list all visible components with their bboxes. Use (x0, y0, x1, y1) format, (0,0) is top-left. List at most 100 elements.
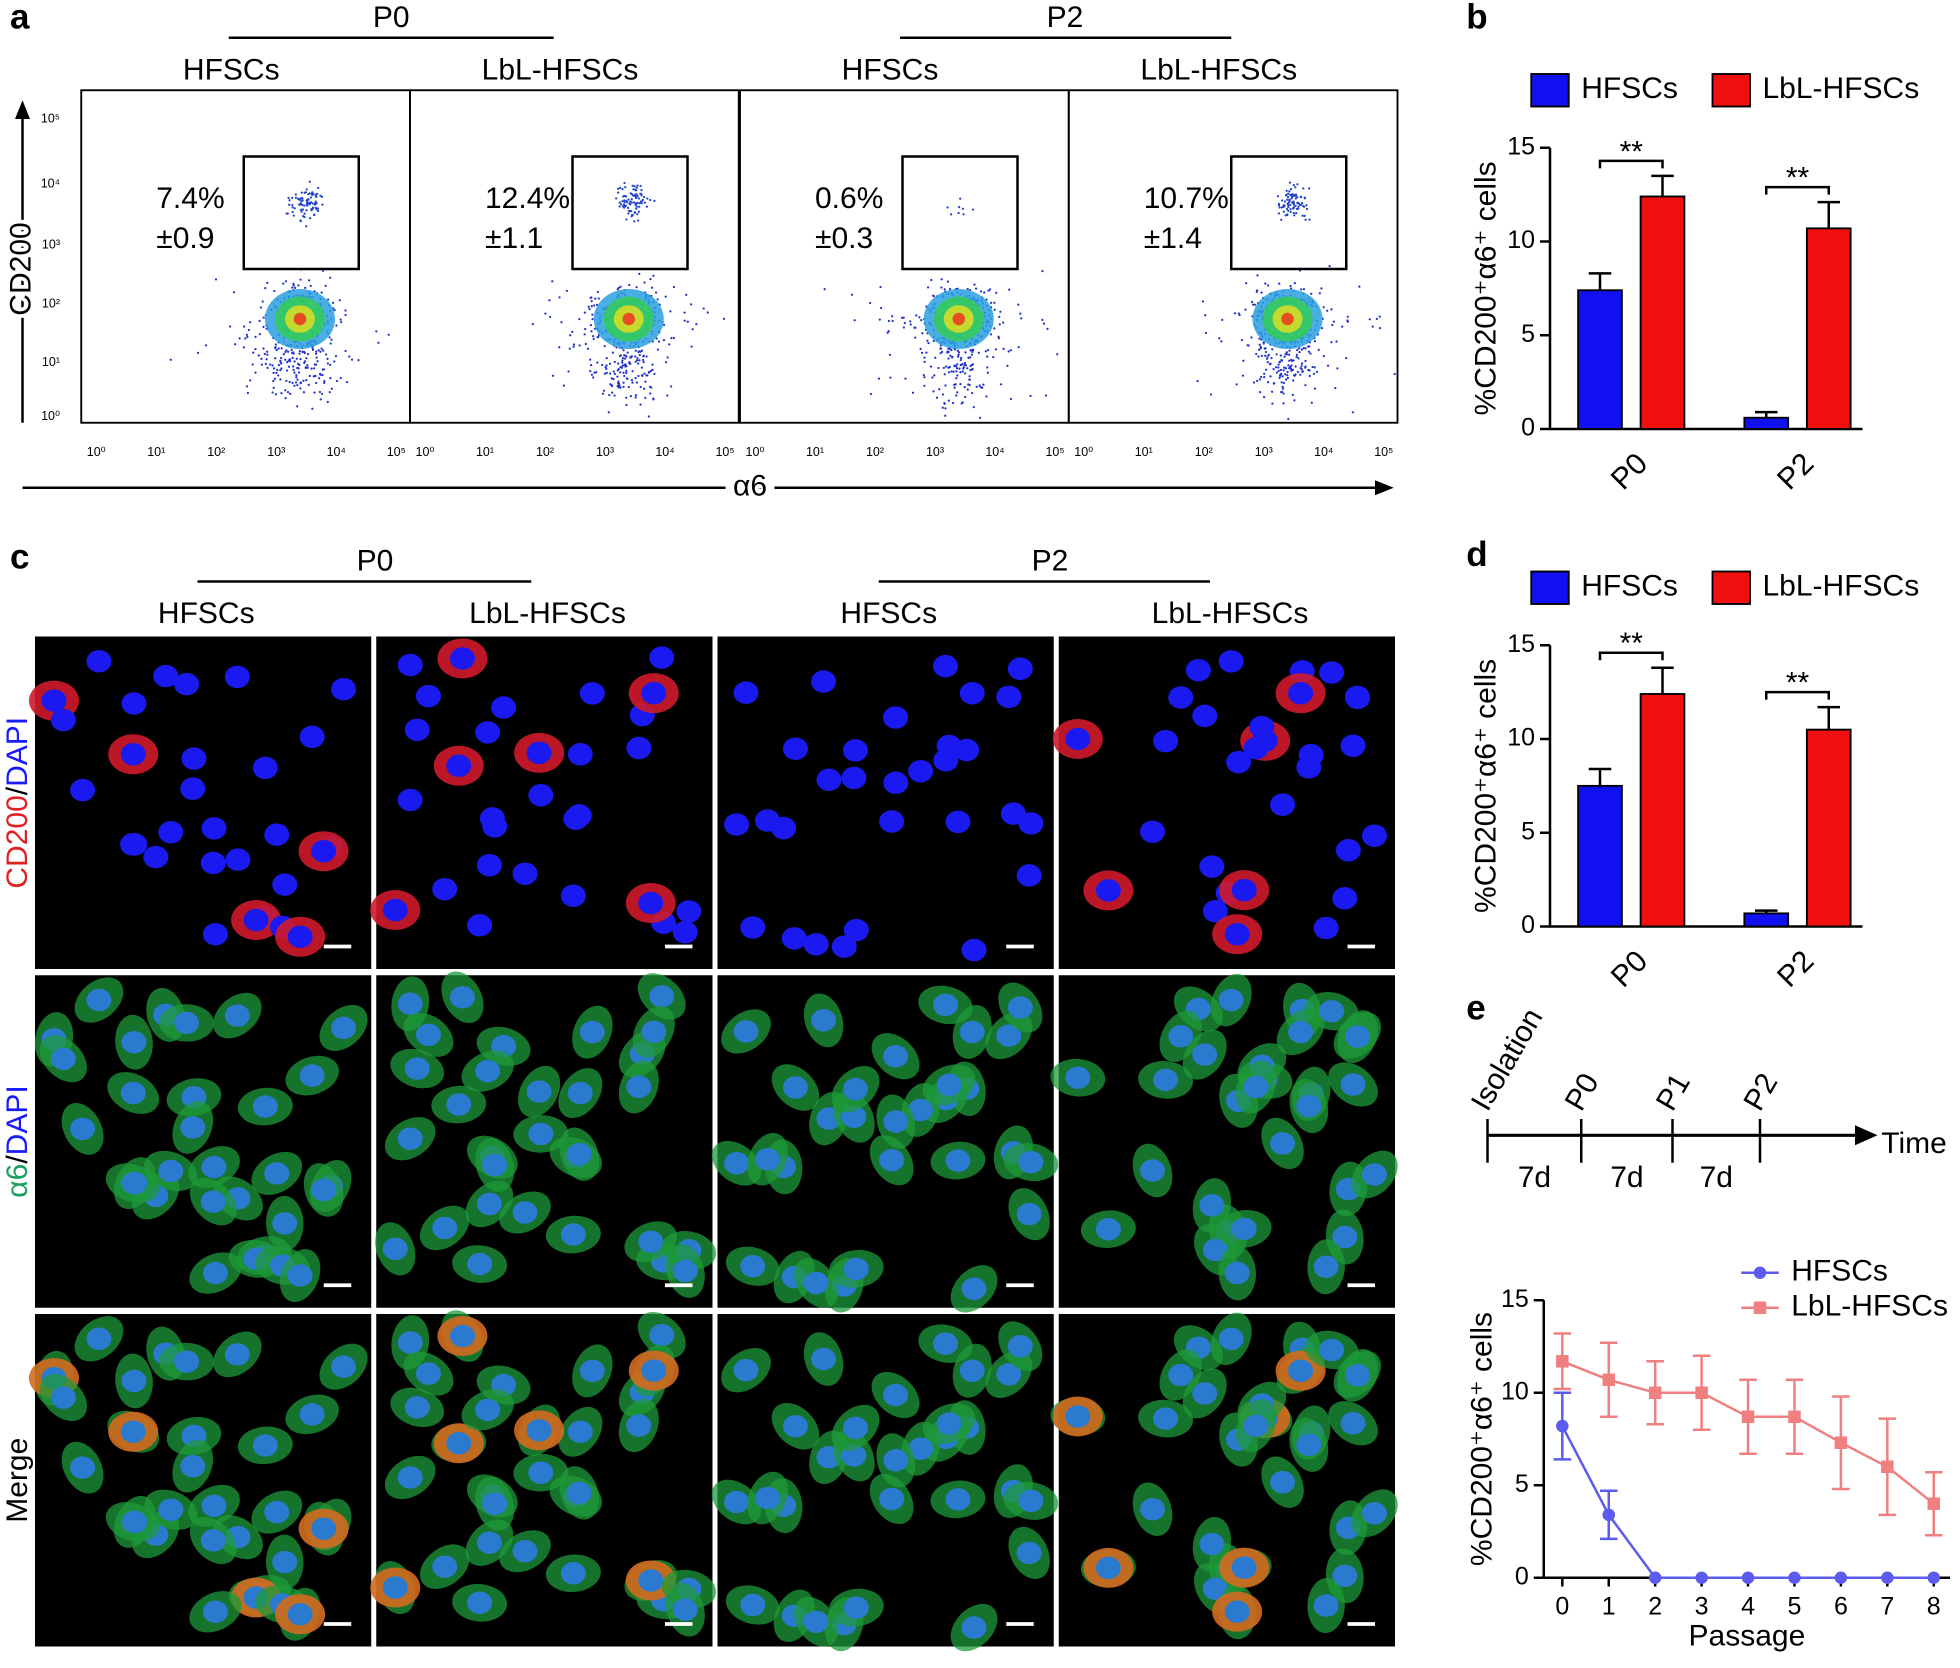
event-dot (1292, 359, 1295, 362)
event-dot (623, 363, 626, 367)
nucleus (264, 823, 290, 846)
event-dot (690, 345, 693, 348)
significance-bracket (1598, 651, 1664, 661)
event-dot (683, 319, 686, 322)
event-dot (588, 307, 591, 311)
event-dot (1288, 353, 1291, 356)
event-dot (306, 353, 310, 356)
event-dot (691, 328, 694, 331)
point (1556, 1419, 1569, 1433)
event-dot (1280, 359, 1284, 362)
event-dot (973, 283, 976, 286)
event-dot (293, 371, 296, 374)
event-dot (940, 278, 943, 281)
event-dot (326, 362, 330, 365)
event-dot (1292, 200, 1295, 203)
event-dot (291, 210, 294, 214)
event-dot (986, 355, 989, 358)
event-dot (979, 416, 982, 420)
event-dot (324, 353, 328, 356)
event-dot (1295, 212, 1298, 215)
event-dot (613, 360, 616, 364)
event-dot (1272, 367, 1275, 371)
event-dot (637, 197, 641, 200)
event-dot (295, 376, 298, 379)
event-dot (672, 336, 676, 340)
nucleus (1345, 1364, 1371, 1387)
event-dot (303, 212, 306, 215)
event-dot (977, 351, 980, 354)
event-dot (1017, 303, 1020, 306)
x-tick-label: 10⁵ (1045, 445, 1064, 459)
event-dot (997, 337, 1001, 340)
event-dot (605, 367, 608, 371)
event-dot (940, 350, 944, 353)
event-dot (247, 328, 251, 332)
event-dot (551, 280, 554, 283)
nucleus (50, 708, 76, 732)
event-dot (957, 205, 961, 209)
event-dot (1296, 370, 1300, 374)
significance-label: ** (1620, 627, 1644, 660)
gate-percent: 10.7% (1144, 182, 1229, 215)
event-dot (869, 392, 873, 396)
event-dot (672, 285, 676, 289)
event-dot (1310, 292, 1313, 295)
event-dot (285, 369, 289, 372)
event-dot (932, 294, 935, 298)
event-dot (1297, 357, 1300, 360)
nucleus (626, 736, 652, 760)
point (1695, 1571, 1708, 1584)
nucleus (1168, 1363, 1194, 1387)
x-axis-label: α6 (733, 470, 767, 503)
nucleus (567, 1420, 593, 1444)
event-dot (964, 372, 967, 375)
event-dot (558, 346, 561, 349)
event-dot (622, 381, 625, 384)
event-dot (643, 372, 646, 375)
event-dot (169, 358, 172, 361)
event-dot (623, 181, 626, 185)
event-dot (294, 381, 298, 384)
row-label-part: α6 (1, 1164, 34, 1198)
y-tick-label: 5 (1521, 817, 1535, 845)
event-dot (1299, 203, 1303, 206)
event-dot (293, 207, 296, 210)
event-dot (1304, 218, 1307, 221)
event-dot (609, 383, 612, 386)
event-dot (1378, 326, 1382, 330)
event-dot (635, 201, 638, 205)
point (1881, 1571, 1894, 1584)
event-dot (1279, 354, 1282, 357)
event-dot (853, 319, 856, 322)
nucleus (252, 756, 278, 780)
event-dot (248, 321, 252, 324)
event-dot (1196, 380, 1199, 383)
nucleus (70, 1456, 96, 1479)
event-dot (280, 392, 283, 395)
nucleus (1153, 1407, 1179, 1430)
x-tick-label: 6 (1834, 1592, 1848, 1620)
event-dot (1331, 323, 1334, 327)
timeline-axis-label: Time (1881, 1127, 1947, 1160)
event-dot (315, 363, 318, 366)
event-dot (320, 392, 324, 396)
event-dot (638, 353, 641, 357)
micrograph (717, 636, 1054, 969)
y-tick-label: 10 (1501, 1377, 1529, 1405)
event-dot (1300, 364, 1303, 367)
nucleus (174, 1350, 200, 1373)
nucleus (1361, 1163, 1387, 1186)
nucleus (482, 815, 508, 838)
nucleus (908, 1098, 934, 1122)
nucleus (724, 1490, 750, 1514)
event-dot (1320, 327, 1324, 330)
nucleus (415, 1362, 441, 1385)
event-dot (601, 363, 604, 367)
event-dot (1258, 337, 1261, 340)
event-dot (605, 371, 608, 374)
event-dot (1297, 205, 1300, 208)
nucleus (153, 664, 179, 688)
event-dot (313, 202, 317, 205)
event-dot (291, 381, 294, 385)
